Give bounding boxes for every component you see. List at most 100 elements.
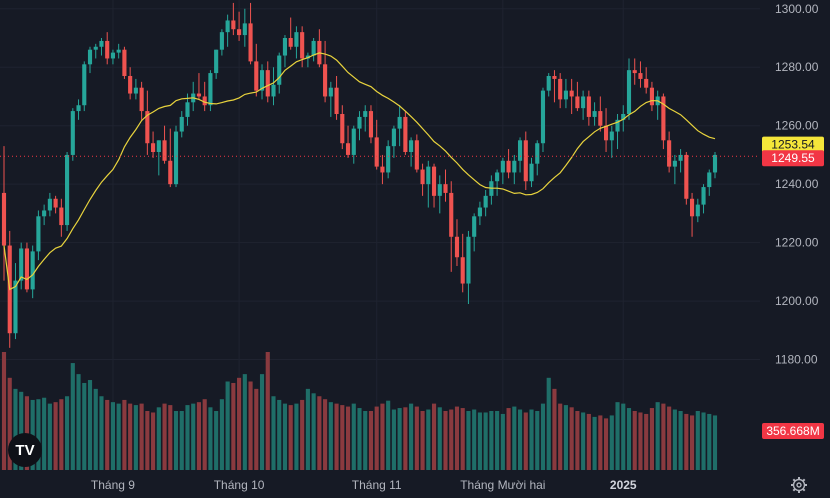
candle-body [242,23,247,36]
volume-bar [603,418,609,470]
candle-body [707,172,712,188]
candle-body [202,96,207,106]
candle-body [678,154,683,161]
volume-bar [219,399,224,470]
candle-body [196,93,202,97]
y-tick-label: 1200.00 [775,294,819,308]
candle-body [420,169,425,185]
candle-body [24,248,29,290]
volume-bar [122,399,127,470]
moving-average-line [3,52,716,291]
candle-body [368,111,374,138]
volume-bar [386,400,391,470]
time-axis[interactable]: Tháng 9 Tháng 10 Tháng 11 Tháng Mười hai 202… [91,478,637,492]
candle-body [82,64,87,106]
candle-body [437,184,442,196]
candle-body [65,154,70,226]
candle-body [701,187,706,205]
gear-icon[interactable] [790,476,808,494]
volume-bar [690,415,695,470]
volume-bar [483,412,488,470]
volume-bar [42,397,47,470]
candle-body [569,90,574,97]
candle-body [93,46,98,50]
candle-body [466,236,471,284]
candle-body [598,111,603,126]
candle-body [59,207,64,226]
volume-bar [414,406,419,470]
volume-bar [707,413,712,470]
volume-bar [523,412,528,470]
y-tick-label: 1240.00 [775,177,819,191]
x-tick-label: Tháng 11 [352,478,402,492]
volume-bar [443,411,448,470]
candle-body [259,70,265,91]
volume-bar [196,402,202,470]
price-axis[interactable]: 1180.00 1200.00 1220.00 1240.00 1260.00 1280.… [775,2,819,367]
volume-bar [116,403,121,470]
candle-body [712,154,718,173]
candle-body [237,29,242,36]
volume-bar [191,403,196,470]
y-tick-label: 1220.00 [775,236,819,250]
volume-bar [317,396,322,470]
candle-body [30,251,35,290]
volume-bar [655,402,660,470]
volume-bar [1,352,7,470]
volume-bar [472,409,477,470]
chart-grid [0,0,760,470]
candle-body [42,210,47,217]
volume-bar [712,415,718,470]
volume-bar [368,411,374,470]
candle-body [139,87,144,112]
volume-bar [323,399,328,470]
volume-bar [540,403,546,470]
candle-body [219,32,224,50]
candle-body [363,111,368,117]
last-price-tag [762,150,824,167]
volume-bar [185,405,190,470]
candle-body [277,55,282,85]
volume-bar [517,409,523,470]
candle-body [563,90,568,100]
volume-bar [208,407,213,470]
tradingview-logo[interactable]: TV [8,433,42,467]
candle-body [540,90,546,144]
volume-bar [13,388,18,470]
candle-body [506,160,511,173]
candle-body [156,140,161,152]
candle-body [644,78,649,88]
volume-bar [288,405,293,470]
volume-bar [151,412,156,470]
volume-bar [311,393,316,470]
volume-value-tag-text: 356.668M [766,424,819,438]
volume-bar [162,403,167,470]
volume-bar [621,403,626,470]
volume-bar [615,402,620,470]
volume-bar [420,411,425,470]
volume-bar [225,381,230,470]
candle-body [116,49,121,53]
volume-bar [242,374,247,470]
volume-bar [254,388,259,470]
volume-bar [495,411,500,470]
candlesticks [1,2,718,348]
volume-bar [128,403,133,470]
volume-bar [53,402,58,470]
candle-body [179,116,184,132]
volume-bar [380,403,385,470]
candle-body [558,78,563,100]
volume-bar [581,412,586,470]
ma-value-tag-text: 1253.54 [771,138,815,152]
volume-bar [586,413,591,470]
volume-bar [156,407,161,470]
candle-body [208,73,213,106]
candle-body [265,70,270,97]
volume-bar [19,391,24,470]
candle-body [340,114,345,144]
candle-body [632,70,637,74]
volume-bar [632,411,637,470]
candle-body [638,73,643,79]
candle-body [248,23,253,62]
